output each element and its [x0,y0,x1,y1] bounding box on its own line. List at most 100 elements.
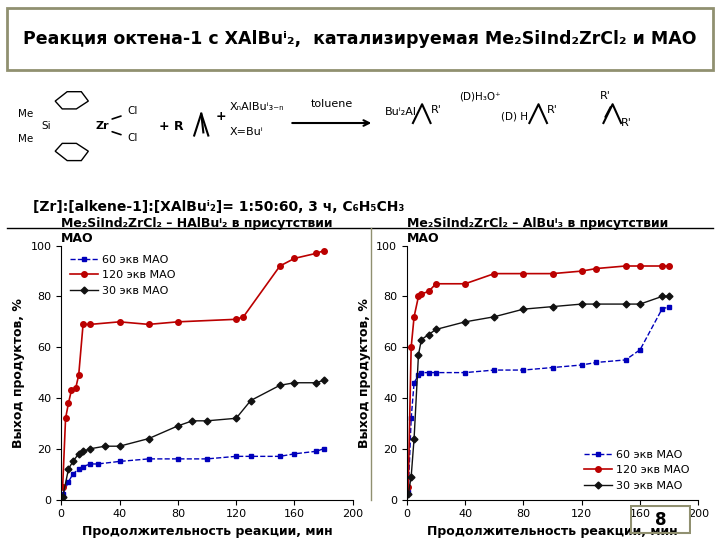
120 экв МАО [64,400,73,406]
Line: 30 экв МАО: 30 экв МАО [406,294,672,497]
60 экв МАО [144,456,153,462]
30 экв МАО [74,450,83,457]
Text: toluene: toluene [310,99,353,109]
120 экв МАО [548,271,557,277]
60 экв МАО [424,369,433,376]
30 экв МАО [232,415,240,422]
120 экв МАО [61,415,70,422]
60 экв МАО [58,491,67,498]
60 экв МАО [312,448,320,455]
60 экв МАО [407,415,415,422]
120 экв МАО [621,263,630,269]
Line: 60 экв МАО: 60 экв МАО [406,304,672,494]
60 экв МАО [246,453,255,460]
120 экв МАО [115,319,124,325]
Text: Me₂SiInd₂ZrCl₂ – HAlBuⁱ₂ в присутствии
МАО: Me₂SiInd₂ZrCl₂ – HAlBuⁱ₂ в присутствии М… [61,217,333,245]
60 экв МАО [232,453,240,460]
Text: Si: Si [41,121,51,131]
30 экв МАО [548,303,557,310]
Text: R': R' [431,105,441,116]
30 экв МАО [410,435,418,442]
30 экв МАО [276,382,284,389]
120 экв МАО [636,263,644,269]
120 экв МАО [58,484,67,490]
120 экв МАО [519,271,528,277]
60 экв МАО [174,456,182,462]
120 экв МАО [239,314,248,320]
60 экв МАО [519,367,528,373]
30 экв МАО [461,319,469,325]
60 экв МАО [64,478,73,485]
Y-axis label: Выход продуктов, %: Выход продуктов, % [358,298,371,448]
Text: Buⁱ₂Al: Buⁱ₂Al [384,107,417,117]
120 экв МАО [71,384,80,391]
60 экв МАО [290,450,299,457]
30 экв МАО [312,380,320,386]
60 экв МАО [548,364,557,371]
120 экв МАО [657,263,666,269]
60 экв МАО [592,359,600,366]
Text: Me₂SiInd₂ZrCl₂ – AlBuⁱ₃ в присутствии
МАО: Me₂SiInd₂ZrCl₂ – AlBuⁱ₃ в присутствии МА… [407,217,668,245]
30 экв МАО [577,301,586,307]
60 экв МАО [410,380,418,386]
60 экв МАО [432,369,441,376]
30 экв МАО [58,494,67,500]
120 экв МАО [320,247,328,254]
Line: 120 экв МАО: 120 экв МАО [405,263,672,490]
120 экв МАО [276,263,284,269]
120 экв МАО [410,314,418,320]
60 экв МАО [86,461,95,467]
30 экв МАО [101,443,109,449]
30 экв МАО [432,326,441,333]
60 экв МАО [414,372,423,379]
30 экв МАО [490,314,498,320]
120 экв МАО [232,316,240,322]
Line: 120 экв МАО: 120 экв МАО [60,248,326,490]
120 экв МАО [417,291,426,297]
30 экв МАО [246,397,255,404]
Text: R': R' [600,91,611,102]
120 экв МАО [577,268,586,274]
120 экв МАО [407,344,415,350]
Text: R': R' [547,105,558,116]
120 экв МАО [432,281,441,287]
Legend: 60 экв МАО, 120 экв МАО, 30 экв МАО: 60 экв МАО, 120 экв МАО, 30 экв МАО [580,446,693,494]
Text: [Zr]:[alkene-1]:[XAlBuⁱ₂]= 1:50:60, 3 ч, C₆H₅CH₃: [Zr]:[alkene-1]:[XAlBuⁱ₂]= 1:50:60, 3 ч,… [33,200,405,214]
Text: Zr: Zr [96,121,109,131]
60 экв МАО [657,306,666,312]
60 экв МАО [417,369,426,376]
120 экв МАО [144,321,153,328]
60 экв МАО [636,347,644,353]
30 экв МАО [188,417,197,424]
Text: (D) H: (D) H [501,112,528,122]
Legend: 60 экв МАО, 120 экв МАО, 30 экв МАО: 60 экв МАО, 120 экв МАО, 30 экв МАО [67,251,179,299]
30 экв МАО [78,448,87,455]
Text: (D)H₃O⁺: (D)H₃O⁺ [459,91,500,102]
Line: 30 экв МАО: 30 экв МАО [60,378,326,500]
120 экв МАО [490,271,498,277]
60 экв МАО [490,367,498,373]
60 экв МАО [78,463,87,470]
120 экв МАО [414,293,423,300]
120 экв МАО [174,319,182,325]
30 экв МАО [174,423,182,429]
Text: R': R' [621,118,632,128]
120 экв МАО [78,321,87,328]
30 экв МАО [414,352,423,358]
Text: Реакция октена-1 с XAlBuⁱ₂,  катализируемая Me₂SiInd₂ZrCl₂ и МАО: Реакция октена-1 с XAlBuⁱ₂, катализируем… [23,30,697,48]
30 экв МАО [203,417,212,424]
Text: + R: + R [159,120,184,133]
120 экв МАО [592,265,600,272]
60 экв МАО [203,456,212,462]
30 экв МАО [404,491,413,498]
Text: 8: 8 [655,511,666,529]
60 экв МАО [404,489,413,495]
30 экв МАО [86,446,95,452]
60 экв МАО [665,303,674,310]
30 экв МАО [424,331,433,338]
30 экв МАО [290,380,299,386]
Text: Cl: Cl [127,106,138,116]
120 экв МАО [665,263,674,269]
30 экв МАО [320,377,328,383]
120 экв МАО [74,372,83,379]
